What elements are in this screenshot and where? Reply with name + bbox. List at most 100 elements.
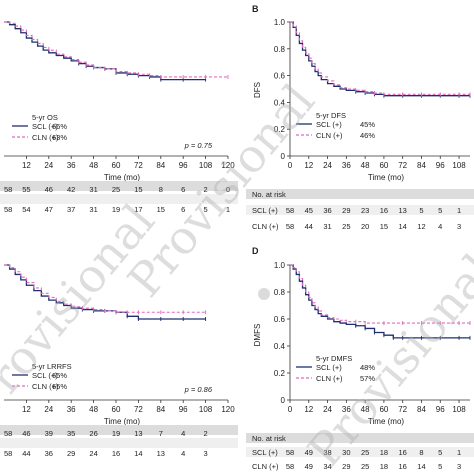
x-tick-label: 12: [22, 405, 31, 414]
risk-count: 49: [305, 448, 313, 457]
y-tick-label: 0: [281, 152, 286, 161]
risk-count: 46: [45, 185, 53, 194]
y-tick-label: 0.2: [274, 125, 286, 134]
risk-count: 47: [45, 205, 53, 214]
x-tick-label: 72: [134, 161, 143, 170]
risk-count: 58: [286, 222, 294, 231]
x-tick-label: 12: [304, 161, 313, 170]
x-tick-label: 48: [89, 161, 98, 170]
risk-table-header-band: [0, 425, 238, 435]
legend-label: SCL (+): [316, 120, 342, 129]
risk-count: 20: [361, 222, 369, 231]
risk-count: 4: [181, 449, 185, 458]
panel-label: D: [252, 246, 259, 256]
legend-title: 5-yr OS: [32, 113, 58, 122]
risk-count: 0: [226, 185, 230, 194]
x-tick-label: 120: [221, 161, 235, 170]
legend-label: SCL (+): [32, 371, 58, 380]
risk-count: 5: [438, 448, 442, 457]
x-tick-label: 60: [112, 405, 121, 414]
x-tick-label: 36: [342, 161, 351, 170]
risk-count: 45: [305, 206, 313, 215]
risk-count: 35: [67, 429, 75, 438]
risk-row-band: [246, 447, 474, 457]
risk-table-header-band: [0, 181, 238, 191]
x-axis-label: Time (mo): [368, 173, 404, 182]
y-tick-label: 0.4: [274, 342, 286, 351]
risk-count: 14: [417, 462, 425, 471]
risk-count: 2: [204, 429, 208, 438]
panel-label: B: [252, 4, 259, 14]
x-tick-label: 84: [156, 405, 165, 414]
risk-row-band: [0, 438, 238, 448]
km-panel-b: B DFS 0 0.2 0.4 0.6 0.8 1.0 0 12 24 36 48 60 72 84 96 108…: [246, 4, 474, 231]
x-tick-label: 96: [436, 405, 445, 414]
risk-count: 46: [22, 429, 30, 438]
x-tick-label: 24: [44, 161, 53, 170]
y-tick-label: 0.6: [274, 72, 286, 81]
x-tick-label: 36: [67, 161, 76, 170]
risk-count: 29: [342, 462, 350, 471]
risk-count: 26: [89, 429, 97, 438]
risk-count: 5: [204, 205, 208, 214]
p-value: p = 0.86: [184, 385, 213, 394]
risk-row-label: SCL (+): [252, 448, 278, 457]
risk-count: 55: [22, 185, 30, 194]
risk-count: 5: [438, 206, 442, 215]
series-line-scl: [4, 21, 206, 81]
risk-row-band: [246, 205, 474, 215]
x-tick-label: 0: [288, 405, 293, 414]
risk-count: 3: [457, 462, 461, 471]
risk-count: 31: [89, 205, 97, 214]
risk-table-header-band: [246, 433, 474, 443]
risk-count: 13: [157, 449, 165, 458]
x-axis-label: Time (mo): [104, 173, 140, 182]
series-line-scl: [290, 21, 470, 97]
risk-count: 3: [457, 222, 461, 231]
y-axis-label: DFS: [253, 82, 262, 98]
risk-count: 58: [4, 449, 12, 458]
risk-row-label: CLN (+): [252, 462, 279, 471]
risk-count: 1: [457, 206, 461, 215]
x-tick-label: 24: [323, 161, 332, 170]
x-axis-label: Time (mo): [104, 417, 140, 426]
risk-count: 49: [305, 462, 313, 471]
risk-count: 58: [4, 185, 12, 194]
series-line-cln: [290, 21, 470, 95]
x-tick-label: 108: [199, 405, 213, 414]
risk-count: 15: [157, 205, 165, 214]
x-tick-label: 48: [361, 405, 370, 414]
series-line-cln: [4, 264, 206, 313]
risk-count: 6: [181, 205, 185, 214]
y-tick-label: 0.8: [274, 45, 286, 54]
risk-count: 31: [89, 185, 97, 194]
risk-count: 5: [438, 462, 442, 471]
legend-rate: 63%: [52, 133, 67, 142]
risk-count: 5: [419, 206, 423, 215]
risk-count: 15: [380, 222, 388, 231]
y-tick-label: 1.0: [274, 261, 286, 270]
risk-row-label: CLN (+): [252, 222, 279, 231]
legend-label: CLN (+): [32, 382, 59, 391]
legend-title: 5-yr DFS: [316, 111, 346, 120]
risk-count: 4: [181, 429, 185, 438]
y-axis-label: DMFS: [253, 324, 262, 347]
legend-rate: 45%: [360, 120, 375, 129]
risk-count: 19: [112, 205, 120, 214]
x-tick-label: 60: [379, 161, 388, 170]
x-tick-label: 24: [323, 405, 332, 414]
x-tick-label: 72: [398, 405, 407, 414]
legend-title: 5-yr DMFS: [316, 354, 352, 363]
risk-count: 12: [417, 222, 425, 231]
x-tick-label: 60: [112, 161, 121, 170]
legend-label: SCL (+): [32, 122, 58, 131]
risk-count: 25: [361, 462, 369, 471]
x-tick-label: 72: [134, 405, 143, 414]
risk-count: 7: [159, 429, 163, 438]
x-tick-label: 24: [44, 405, 53, 414]
p-value: p = 0.75: [184, 141, 213, 150]
risk-count: 58: [286, 462, 294, 471]
risk-count: 14: [399, 222, 407, 231]
